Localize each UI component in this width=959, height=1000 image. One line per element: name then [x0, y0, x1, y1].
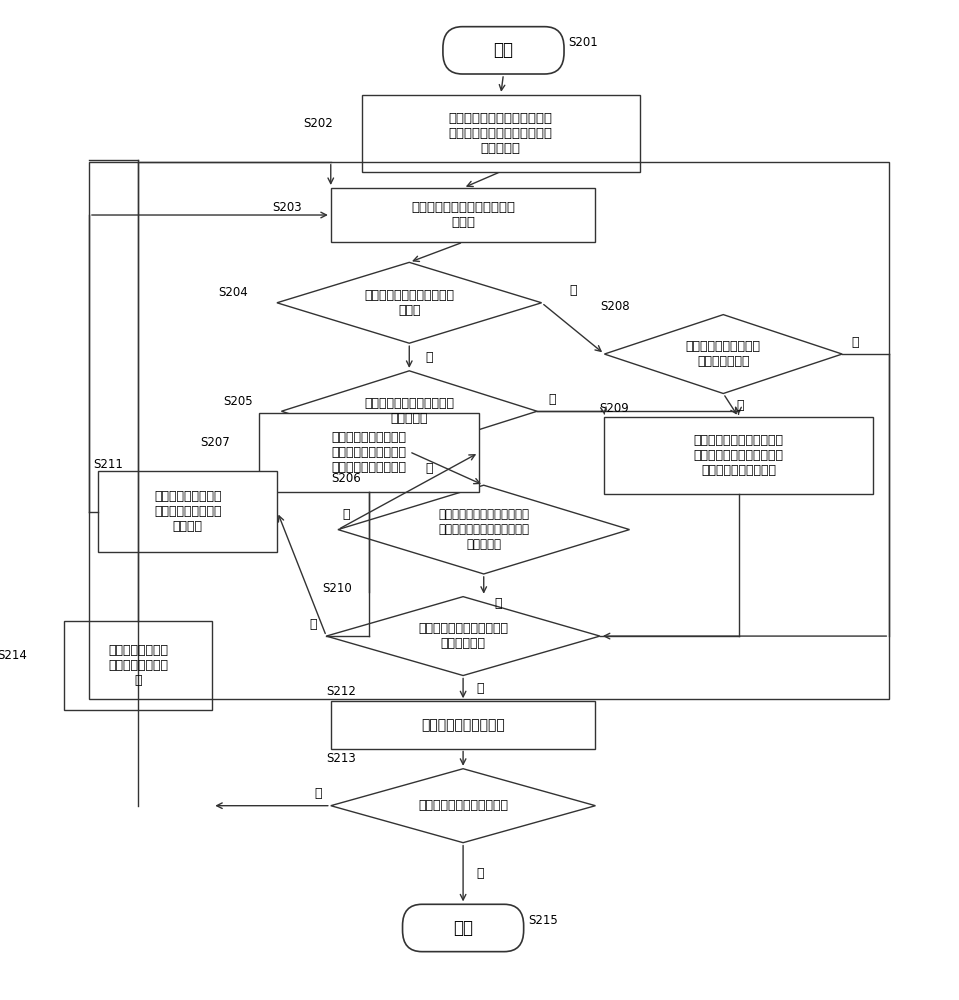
Text: S214: S214: [0, 649, 27, 662]
FancyBboxPatch shape: [443, 27, 564, 74]
Text: 当前资料项是否为单数据类
资料项: 当前资料项是否为单数据类 资料项: [364, 289, 455, 317]
Text: S202: S202: [303, 117, 333, 130]
Text: 是: 是: [477, 682, 484, 695]
Text: S208: S208: [600, 300, 629, 313]
Text: 否: 否: [570, 284, 576, 297]
Text: 辅联系人条目的当前资料项的
信息不同于主联系人条目且时
间标记更近: 辅联系人条目的当前资料项的 信息不同于主联系人条目且时 间标记更近: [438, 508, 529, 551]
Text: 将第一辅联系人条目的第一资
料项作为当前辅联系人条目的
当前资料项: 将第一辅联系人条目的第一资 料项作为当前辅联系人条目的 当前资料项: [449, 112, 552, 155]
Polygon shape: [277, 262, 542, 343]
Text: S213: S213: [326, 752, 356, 765]
Text: S210: S210: [322, 582, 352, 595]
Text: S209: S209: [599, 402, 629, 415]
Text: 否: 否: [852, 336, 858, 349]
Polygon shape: [281, 371, 537, 452]
Polygon shape: [326, 597, 600, 676]
Text: 开始: 开始: [494, 41, 513, 59]
Text: 获取当前辅联系人条目的当前
资料项: 获取当前辅联系人条目的当前 资料项: [411, 201, 515, 229]
Text: S205: S205: [223, 395, 253, 408]
Bar: [331, 188, 596, 242]
Text: 否: 否: [315, 787, 322, 800]
Text: 所有辅联系人条目遍历完成: 所有辅联系人条目遍历完成: [418, 799, 508, 812]
Text: S203: S203: [272, 201, 302, 214]
Text: 删除当前辅联系人条目: 删除当前辅联系人条目: [421, 718, 505, 732]
Text: 是: 是: [342, 508, 350, 521]
Text: 否: 否: [310, 618, 317, 631]
Text: 是: 是: [426, 351, 433, 364]
Bar: [362, 95, 640, 172]
Polygon shape: [338, 485, 629, 574]
Bar: [259, 413, 479, 492]
Bar: [331, 701, 596, 748]
FancyBboxPatch shape: [403, 904, 524, 952]
Text: 否: 否: [548, 393, 555, 406]
Text: 将该辅联系人条目的当前资
料项的信息作为有效资料项
增加到主联系人条目中: 将该辅联系人条目的当前资 料项的信息作为有效资料项 增加到主联系人条目中: [693, 434, 784, 477]
Bar: [604, 417, 873, 494]
Text: 是: 是: [737, 399, 744, 412]
Text: S207: S207: [200, 436, 230, 449]
Text: S206: S206: [331, 472, 361, 485]
Bar: [89, 162, 889, 699]
Text: S211: S211: [93, 458, 124, 471]
Text: S204: S204: [219, 286, 248, 299]
Text: 是: 是: [426, 462, 433, 475]
Bar: [64, 621, 212, 710]
Text: 将下一辅联系人条
目作为当前辅联系
人: 将下一辅联系人条 目作为当前辅联系 人: [108, 644, 169, 687]
Text: 否: 否: [495, 597, 502, 610]
Polygon shape: [604, 315, 842, 393]
Text: 辅联系人条目的当前资
料项的信息不同: 辅联系人条目的当前资 料项的信息不同: [686, 340, 760, 368]
Text: S201: S201: [569, 36, 598, 49]
Polygon shape: [331, 769, 596, 843]
Text: 结束: 结束: [453, 919, 473, 937]
Text: S215: S215: [528, 914, 558, 927]
Text: 是: 是: [477, 867, 484, 880]
Text: 主联系人条目的当前资料项
的信息缺失: 主联系人条目的当前资料项 的信息缺失: [364, 397, 455, 425]
Text: 将当前辅联系人条目
的下一资料项作为当
前资料项: 将当前辅联系人条目 的下一资料项作为当 前资料项: [153, 490, 222, 533]
Text: 当前辅联系人条目的所有资
料项遍历完成: 当前辅联系人条目的所有资 料项遍历完成: [418, 622, 508, 650]
Bar: [98, 471, 277, 552]
Text: 辅联系人条目的当前资
料项的信息作为有效资
料项替代主联系人条目: 辅联系人条目的当前资 料项的信息作为有效资 料项替代主联系人条目: [332, 431, 407, 474]
Text: S212: S212: [326, 685, 356, 698]
